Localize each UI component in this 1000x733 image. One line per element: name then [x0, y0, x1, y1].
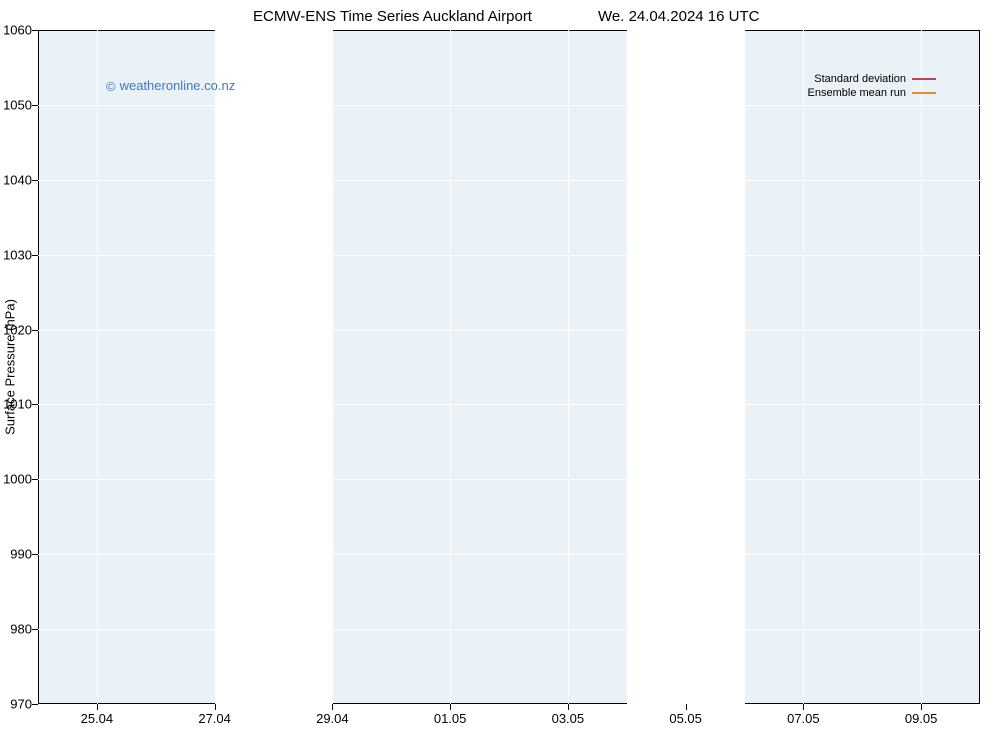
y-tick-label: 1020 [0, 322, 32, 337]
y-tick-label: 1060 [0, 23, 32, 38]
y-tick [32, 554, 38, 555]
watermark: © weatheronline.co.nz [106, 78, 235, 93]
legend-label: Ensemble mean run [808, 86, 906, 100]
gridline-horizontal [38, 180, 980, 181]
gridline-vertical [450, 30, 451, 704]
y-tick [32, 180, 38, 181]
x-tick-label: 27.04 [185, 711, 245, 726]
plot-background [38, 30, 980, 704]
chart-canvas: ECMW-ENS Time Series Auckland Airport We… [0, 0, 1000, 733]
gridline-horizontal [38, 255, 980, 256]
gridline-vertical [686, 30, 687, 704]
y-axis-title: Surface Pressure (hPa) [3, 299, 18, 435]
x-tick-label: 01.05 [420, 711, 480, 726]
y-tick-label: 990 [0, 547, 32, 562]
gridline-vertical [332, 30, 333, 704]
gridline-horizontal [38, 629, 980, 630]
gridline-vertical [803, 30, 804, 704]
chart-title-left: ECMW-ENS Time Series Auckland Airport [253, 8, 532, 25]
legend-swatch [912, 92, 936, 94]
y-tick [32, 479, 38, 480]
y-tick-label: 1000 [0, 472, 32, 487]
x-tick-label: 09.05 [891, 711, 951, 726]
x-tick [332, 704, 333, 710]
copyright-icon: © [106, 79, 116, 94]
y-tick [32, 629, 38, 630]
x-tick [215, 704, 216, 710]
x-tick [450, 704, 451, 710]
y-tick-label: 1010 [0, 397, 32, 412]
y-tick-label: 980 [0, 622, 32, 637]
x-tick-label: 03.05 [538, 711, 598, 726]
weekend-band [215, 30, 333, 704]
gridline-horizontal [38, 105, 980, 106]
x-tick [921, 704, 922, 710]
plot-area: Surface Pressure (hPa) ©weatheronline.co… [38, 30, 980, 704]
x-tick [803, 704, 804, 710]
y-tick [32, 255, 38, 256]
x-tick-label: 05.05 [656, 711, 716, 726]
x-tick [686, 704, 687, 710]
x-tick-label: 29.04 [302, 711, 362, 726]
gridline-horizontal [38, 404, 980, 405]
gridline-horizontal [38, 479, 980, 480]
y-tick-label: 1030 [0, 247, 32, 262]
y-tick-label: 970 [0, 697, 32, 712]
x-tick-label: 25.04 [67, 711, 127, 726]
gridline-vertical [97, 30, 98, 704]
y-tick-label: 1040 [0, 172, 32, 187]
x-tick [568, 704, 569, 710]
chart-title-right: We. 24.04.2024 16 UTC [598, 8, 759, 25]
gridline-horizontal [38, 330, 980, 331]
y-tick-label: 1050 [0, 97, 32, 112]
y-tick [32, 105, 38, 106]
y-tick [32, 704, 38, 705]
legend-label: Standard deviation [814, 72, 906, 86]
legend-item: Ensemble mean run [808, 86, 936, 100]
gridline-vertical [568, 30, 569, 704]
watermark-text: weatheronline.co.nz [120, 78, 236, 93]
gridline-vertical [215, 30, 216, 704]
gridline-horizontal [38, 554, 980, 555]
y-tick [32, 404, 38, 405]
x-tick [97, 704, 98, 710]
y-tick [32, 330, 38, 331]
y-tick [32, 30, 38, 31]
gridline-vertical [921, 30, 922, 704]
legend-swatch [912, 78, 936, 80]
x-tick-label: 07.05 [773, 711, 833, 726]
legend-item: Standard deviation [808, 72, 936, 86]
legend: Standard deviation Ensemble mean run [808, 72, 936, 100]
